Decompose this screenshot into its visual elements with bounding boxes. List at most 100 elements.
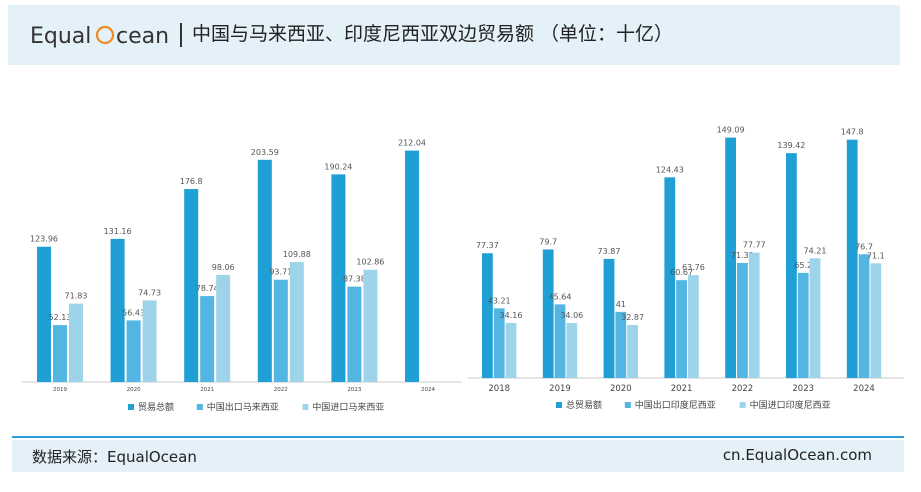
logo-text-cean: cean <box>116 24 169 49</box>
data-label-1-2-6: 71.1 <box>867 251 885 260</box>
bar-1-1-2 <box>615 311 627 378</box>
category-label-1-4: 2022 <box>732 384 754 394</box>
data-label-0-0-4: 190.24 <box>324 162 352 171</box>
bar-1-1-4 <box>737 262 748 378</box>
bar-0-1-0 <box>53 325 67 382</box>
data-label-1-1-0: 43.21 <box>488 296 511 305</box>
footer-divider <box>12 436 904 438</box>
bar-1-1-6 <box>858 254 870 378</box>
chart-indonesia-trade: 77.37 43.21 34.16 2018 79.7 45.64 34.06 2019 73.… <box>468 126 904 411</box>
category-label-0-1: 2020 <box>127 387 141 393</box>
data-label-0-2-4: 102.86 <box>356 258 384 267</box>
bar-0-0-5 <box>405 150 419 382</box>
data-label-1-0-5: 139.42 <box>777 141 805 150</box>
legend-swatch-1-1 <box>624 402 631 408</box>
title-separator <box>180 23 182 47</box>
bar-1-0-6 <box>846 139 858 378</box>
category-label-1-1: 2019 <box>549 384 571 394</box>
data-label-0-0-2: 176.8 <box>180 177 203 186</box>
category-label-1-5: 2023 <box>792 384 814 394</box>
bar-0-1-4 <box>347 286 362 382</box>
data-label-0-2-3: 109.88 <box>283 250 311 259</box>
data-label-0-0-5: 212.04 <box>398 139 426 148</box>
data-label-1-2-4: 77.77 <box>743 241 766 250</box>
data-label-0-1-2: 78.74 <box>196 284 219 293</box>
bar-0-0-4 <box>331 174 346 382</box>
category-label-0-5: 2024 <box>421 387 435 393</box>
header-bar: Equal cean 中国与马来西亚、印度尼西亚双边贸易额 （单位：十亿） <box>8 5 900 65</box>
data-label-1-1-3: 60.67 <box>670 268 693 277</box>
data-label-1-0-4: 149.09 <box>717 126 745 135</box>
category-label-1-2: 2020 <box>610 384 632 394</box>
category-label-0-3: 2022 <box>274 387 288 393</box>
data-label-1-1-2: 41 <box>616 300 626 309</box>
bar-0-0-0 <box>37 246 51 382</box>
bar-1-2-0 <box>505 322 517 378</box>
data-label-0-2-1: 74.73 <box>138 288 161 297</box>
bar-0-0-3 <box>257 159 272 382</box>
bar-0-2-2 <box>216 274 231 382</box>
charts-area: 123.96 52.13 71.83 2019 131.16 56.43 74.73 2020… <box>22 126 904 413</box>
bar-0-2-4 <box>363 269 378 382</box>
bar-1-0-3 <box>664 177 676 378</box>
data-label-1-0-1: 79.7 <box>539 237 557 246</box>
bar-0-2-3 <box>289 262 304 382</box>
bar-1-0-0 <box>482 253 493 378</box>
legend-swatch-0-0 <box>128 404 134 410</box>
bar-1-2-6 <box>870 263 882 378</box>
chart-malaysia-trade: 123.96 52.13 71.83 2019 131.16 56.43 74.73 2020… <box>22 139 462 413</box>
data-label-1-1-5: 65.2 <box>794 261 812 270</box>
legend-label-0-1: 中国出口马来西亚 <box>207 401 279 413</box>
data-label-0-2-2: 98.06 <box>212 263 235 272</box>
equalocean-logo: Equal cean <box>30 24 169 49</box>
data-label-1-0-0: 77.37 <box>476 241 499 250</box>
bar-0-0-1 <box>110 238 125 382</box>
bar-1-2-4 <box>748 252 760 378</box>
category-label-1-6: 2024 <box>853 384 875 394</box>
bar-1-1-1 <box>554 304 566 378</box>
logo-text-equal: Equal <box>30 24 91 49</box>
bar-1-0-1 <box>542 249 554 378</box>
data-label-1-0-2: 73.87 <box>598 247 621 256</box>
category-label-0-4: 2023 <box>347 387 361 393</box>
bar-1-2-1 <box>566 323 578 378</box>
data-label-0-1-4: 87.38 <box>343 275 366 284</box>
data-label-0-1-3: 93.71 <box>269 268 292 277</box>
page-title: 中国与马来西亚、印度尼西亚双边贸易额 （单位：十亿） <box>192 23 674 45</box>
bar-1-0-5 <box>786 153 797 378</box>
data-label-0-0-1: 131.16 <box>104 227 132 236</box>
bar-0-2-0 <box>69 303 83 382</box>
bar-1-2-2 <box>627 324 638 378</box>
legend-swatch-1-2 <box>739 402 746 408</box>
data-label-1-2-5: 74.21 <box>804 246 827 255</box>
bar-0-1-1 <box>126 320 141 382</box>
data-label-1-2-2: 32.87 <box>621 313 644 322</box>
data-label-1-1-6: 76.7 <box>855 242 873 251</box>
bar-1-2-5 <box>809 258 821 378</box>
data-label-0-1-1: 56.43 <box>122 308 145 317</box>
bar-0-2-1 <box>142 300 157 382</box>
legend-label-1-0: 总贸易额 <box>566 399 602 411</box>
legend-label-1-1: 中国出口印度尼西亚 <box>635 399 716 411</box>
data-label-1-0-3: 124.43 <box>656 165 684 174</box>
legend-label-0-0: 贸易总额 <box>138 401 174 413</box>
data-label-0-2-0: 71.83 <box>65 292 88 301</box>
bar-1-1-3 <box>676 280 687 378</box>
legend-label-0-2: 中国进口马来西亚 <box>312 401 384 413</box>
category-label-0-0: 2019 <box>53 387 67 393</box>
data-label-0-0-0: 123.96 <box>30 235 58 244</box>
data-label-1-0-6: 147.8 <box>841 128 864 137</box>
category-label-1-0: 2018 <box>488 384 510 394</box>
bar-1-0-4 <box>725 137 736 378</box>
bar-0-0-2 <box>184 189 199 382</box>
data-label-0-1-0: 52.13 <box>49 313 72 322</box>
data-label-1-2-1: 34.06 <box>560 311 583 320</box>
bar-1-1-5 <box>797 272 809 378</box>
data-label-1-2-3: 63.76 <box>682 263 705 272</box>
bar-0-1-2 <box>200 296 215 382</box>
category-label-1-3: 2021 <box>671 384 693 394</box>
footer-bar: 数据来源：EqualOcean cn.EqualOcean.com <box>12 440 904 472</box>
legend-label-1-2: 中国进口印度尼西亚 <box>750 399 831 411</box>
data-label-1-1-1: 45.64 <box>549 292 572 301</box>
data-label-1-2-0: 34.16 <box>500 311 523 320</box>
